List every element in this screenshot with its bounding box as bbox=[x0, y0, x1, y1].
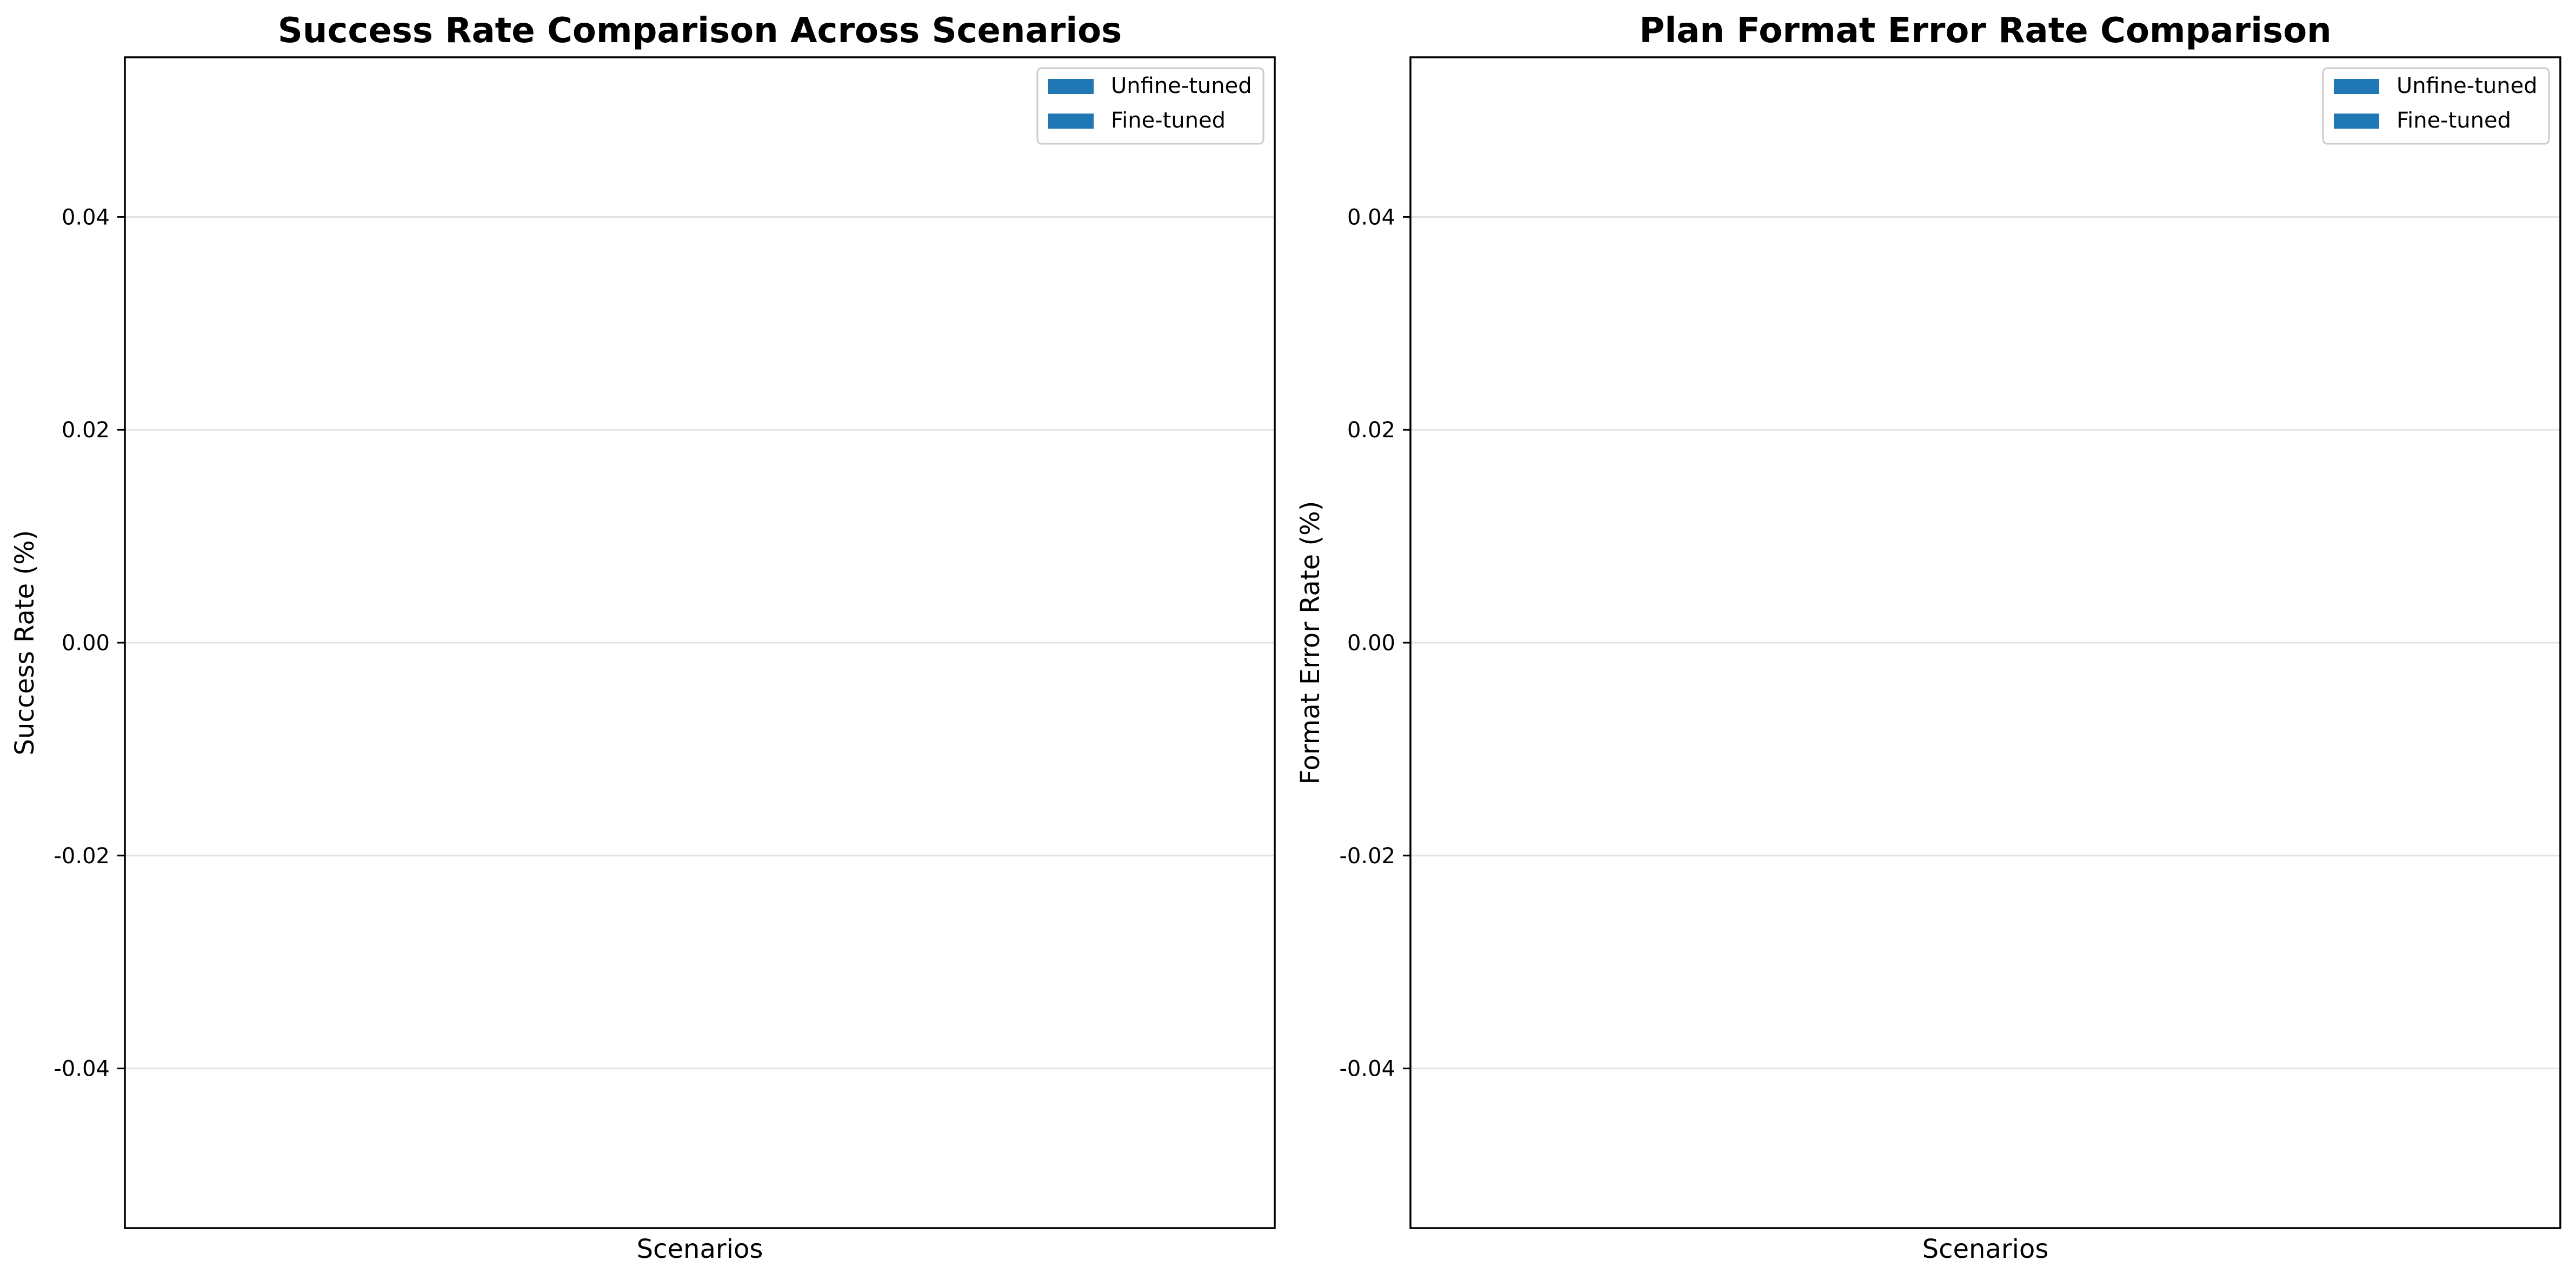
chart-panel-left: -0.04 -0.02 0.00 0.02 0.04 Success Rate Compa… bbox=[10, 11, 1276, 1264]
x-axis-label: Scenarios bbox=[1922, 1234, 2049, 1264]
legend-swatch bbox=[2334, 114, 2379, 129]
legend-swatch bbox=[1048, 79, 1094, 94]
y-tick-label: -0.04 bbox=[1340, 1057, 1396, 1082]
legend-box bbox=[2322, 67, 2550, 145]
x-axis-label: Scenarios bbox=[637, 1234, 763, 1264]
legend-label: Fine-tuned bbox=[1111, 108, 1226, 133]
chart-title: Success Rate Comparison Across Scenarios bbox=[278, 11, 1122, 51]
legend: Unfine-tuned Fine-tuned bbox=[2322, 67, 2550, 145]
y-tick-label: -0.02 bbox=[1340, 844, 1396, 869]
y-tick-label: 0.00 bbox=[62, 631, 110, 656]
y-tick-label: 0.02 bbox=[1347, 418, 1395, 443]
legend-label: Unfine-tuned bbox=[1111, 74, 1252, 98]
y-tick-label: 0.04 bbox=[1347, 205, 1395, 230]
y-tick-label: 0.04 bbox=[62, 205, 110, 230]
legend-swatch bbox=[2334, 79, 2379, 94]
legend-label: Unfine-tuned bbox=[2397, 74, 2538, 98]
y-tick-label: 0.02 bbox=[62, 418, 110, 443]
legend-label: Fine-tuned bbox=[2397, 108, 2511, 133]
y-axis-label: Success Rate (%) bbox=[10, 530, 40, 756]
chart-panel-right: -0.04 -0.02 0.00 0.02 0.04 Plan Format Error … bbox=[1295, 11, 2561, 1264]
y-tick-label: 0.00 bbox=[1347, 631, 1395, 656]
y-tick-label: -0.04 bbox=[54, 1057, 110, 1082]
legend: Unfine-tuned Fine-tuned bbox=[1036, 67, 1264, 145]
legend-box bbox=[1036, 67, 1264, 145]
chart-title: Plan Format Error Rate Comparison bbox=[1639, 11, 2331, 51]
legend-swatch bbox=[1048, 114, 1094, 129]
y-tick-label: -0.02 bbox=[54, 844, 110, 869]
y-axis-label: Format Error Rate (%) bbox=[1295, 501, 1326, 784]
